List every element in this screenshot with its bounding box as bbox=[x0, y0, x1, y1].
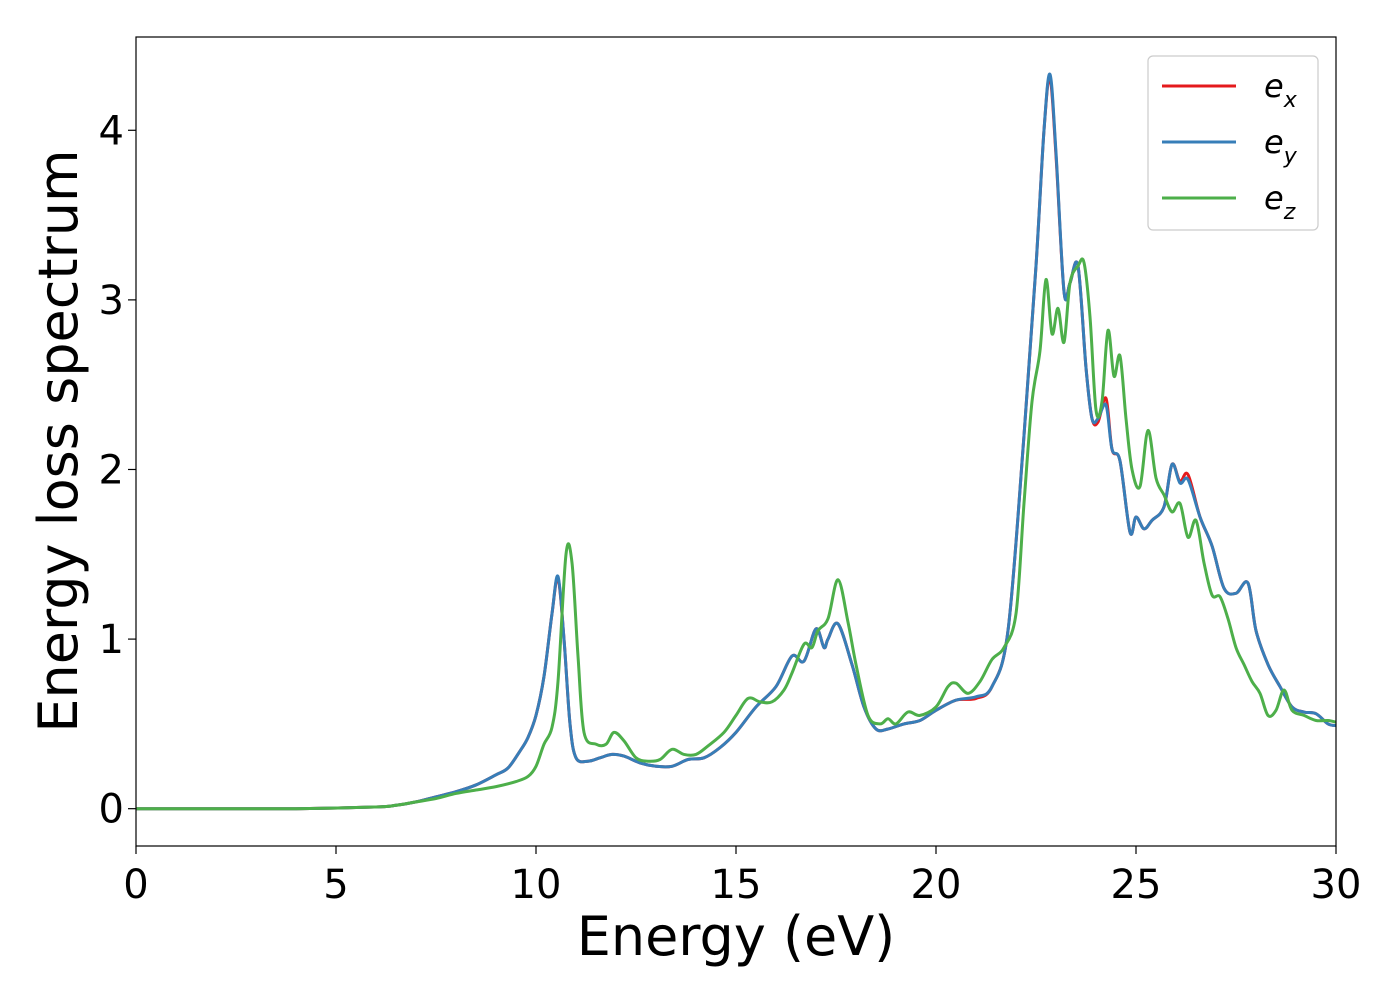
x-tick-label: 15 bbox=[711, 862, 762, 908]
series-line-z bbox=[136, 257, 1336, 811]
y-tick-label: 2 bbox=[99, 447, 124, 493]
legend-label-z: ez bbox=[1264, 179, 1296, 225]
y-tick-label: 0 bbox=[99, 787, 124, 833]
y-tick-label: 4 bbox=[99, 108, 124, 154]
x-tick-label: 5 bbox=[323, 862, 348, 908]
x-tick-label: 20 bbox=[911, 862, 962, 908]
legend-label-x: ex bbox=[1264, 67, 1298, 113]
series-line-y bbox=[136, 72, 1336, 811]
x-tick-label: 10 bbox=[511, 862, 562, 908]
x-tick-label: 30 bbox=[1311, 862, 1362, 908]
y-axis-title: Energy loss spectrum bbox=[27, 149, 90, 732]
ticks-layer: 0 5 10 15 20 25 30 0 1 2 3 4 bbox=[99, 108, 1362, 908]
series-layer bbox=[136, 72, 1336, 811]
y-tick-label: 1 bbox=[99, 617, 124, 663]
x-tick-label: 25 bbox=[1111, 862, 1162, 908]
x-tick-label: 0 bbox=[123, 862, 148, 908]
x-axis-title: Energy (eV) bbox=[577, 905, 896, 968]
legend-label-y: ey bbox=[1264, 123, 1298, 169]
legend: ex ey ez bbox=[1147, 55, 1319, 231]
y-tick-label: 3 bbox=[99, 278, 124, 324]
